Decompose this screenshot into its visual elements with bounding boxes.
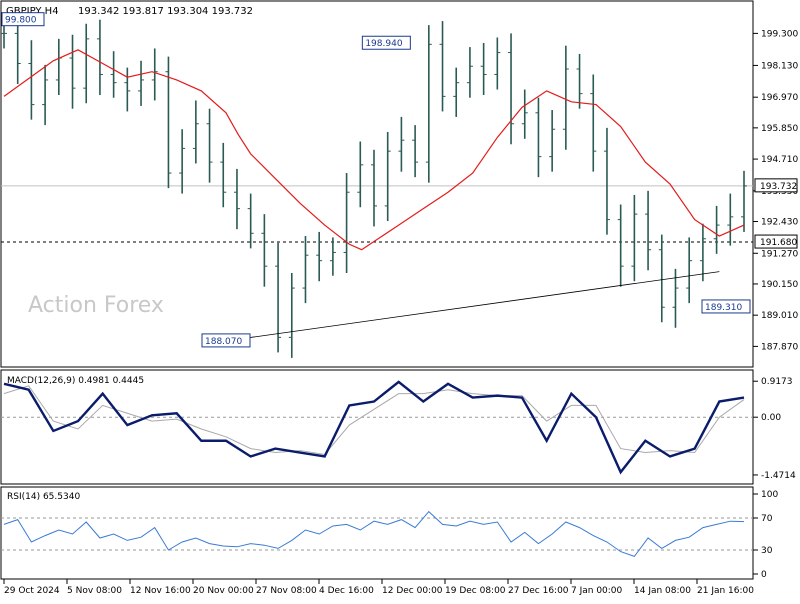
price-ytick-label: 189.010 <box>761 311 798 321</box>
price-ytick-label: 195.850 <box>761 124 798 134</box>
x-tick-label: 27 Nov 08:00 <box>256 586 317 596</box>
price-annotation-box <box>1 12 45 27</box>
macd-panel-frame <box>0 369 754 485</box>
current-price-box <box>754 178 798 193</box>
x-tick-label: 5 Nov 08:00 <box>67 586 122 596</box>
header-symbol: GBPJPY,H4 <box>6 6 59 17</box>
x-tick-label: 21 Jan 16:00 <box>697 586 754 596</box>
header-ohlc: 193.342 193.817 193.304 193.732 <box>78 6 253 17</box>
current-price-label: 193.732 <box>760 182 797 192</box>
rsi-line <box>3 510 745 557</box>
price-ytick-label: 196.970 <box>761 93 798 103</box>
watermark: Action Forex <box>28 293 164 318</box>
x-tick-label: 4 Dec 16:00 <box>319 586 374 596</box>
support-box <box>754 234 798 249</box>
trendline <box>225 271 720 342</box>
x-axis: 29 Oct 2024 5 Nov 08:00 12 Nov 16:00 20 Nov… <box>3 579 754 596</box>
x-tick-label: 12 Dec 00:00 <box>382 586 443 596</box>
support-label: 191.680 <box>760 238 797 248</box>
x-tick-label: 27 Dec 16:00 <box>508 586 569 596</box>
price-annotation-label: 189.310 <box>705 303 742 313</box>
rsi-ytick-label: 0 <box>761 570 767 580</box>
price-annotation-label: 198.940 <box>365 39 402 49</box>
price-layer: 199.300198.130196.970195.850194.710193.5… <box>1 12 798 358</box>
price-ytick-label: 198.130 <box>761 61 798 71</box>
rsi-ytick-label: 70 <box>761 514 773 524</box>
rsi-panel-frame <box>0 486 754 580</box>
x-tick-label: 20 Nov 00:00 <box>193 586 254 596</box>
price-ytick-label: 199.300 <box>761 29 798 39</box>
rsi-layer: 100 70 30 0 <box>1 490 778 580</box>
x-tick-label: 7 Jan 00:00 <box>571 586 623 596</box>
macd-ytick-label: 0.00 <box>761 413 781 423</box>
macd-line <box>3 380 745 475</box>
price-ytick-label: 190.150 <box>761 280 798 290</box>
price-ytick-label: 194.710 <box>761 155 798 165</box>
macd-label: MACD(12,26,9) 0.4981 0.4445 <box>7 376 144 386</box>
macd-layer: 0.9173 0.00 -1.4714 <box>1 377 796 481</box>
x-tick-label: 14 Jan 08:00 <box>634 586 691 596</box>
price-ytick-label: 192.430 <box>761 218 798 228</box>
rsi-ytick-label: 100 <box>761 490 778 500</box>
moving-average-line <box>3 49 745 251</box>
macd-ytick-label: -1.4714 <box>761 471 796 481</box>
price-annotation-label: 99.800 <box>5 16 37 26</box>
macd-ytick-label: 0.9173 <box>761 377 793 387</box>
price-annotation-box <box>701 299 751 314</box>
price-annotation-box <box>201 333 251 348</box>
price-ytick-label: 187.870 <box>761 342 798 352</box>
x-tick-label: 19 Dec 08:00 <box>445 586 506 596</box>
macd-signal-line <box>3 385 745 456</box>
rsi-label: RSI(14) 65.5340 <box>7 492 80 502</box>
x-tick-label: 29 Oct 2024 <box>4 586 60 596</box>
x-tick-label: 12 Nov 16:00 <box>130 586 191 596</box>
price-panel-frame <box>0 0 754 368</box>
price-annotation-box <box>361 35 411 50</box>
price-ytick-label: 191.270 <box>761 249 798 259</box>
rsi-ytick-label: 30 <box>761 546 773 556</box>
price-annotation-label: 188.070 <box>205 337 242 347</box>
